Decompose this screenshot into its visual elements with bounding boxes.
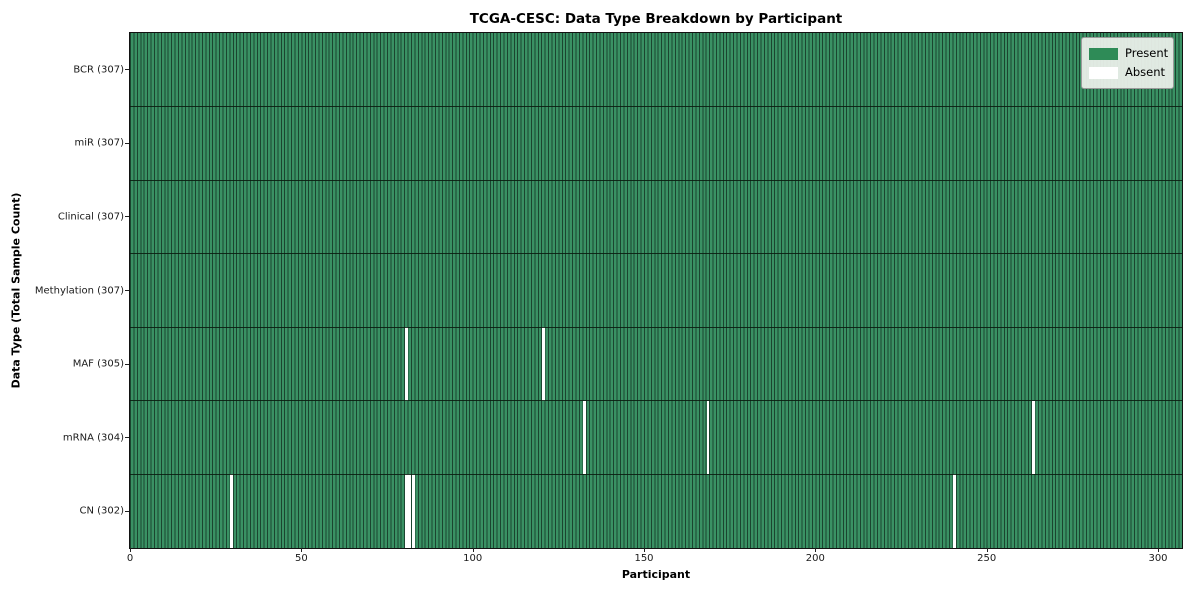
heatmap-row-BCR [130,33,1182,107]
x-tick-mark [301,548,303,552]
x-tick-mark [472,548,474,552]
x-tick-label: 300 [1148,553,1168,564]
x-tick-label: 200 [805,553,825,564]
chart-title: TCGA-CESC: Data Type Breakdown by Partic… [469,11,843,27]
legend-swatch-present [1089,47,1118,60]
x-tick-mark [986,548,988,552]
x-tick-mark [1158,548,1159,552]
y-tick-label: MAF (305) [72,358,124,370]
legend-swatch-absent [1089,66,1118,79]
y-tick-mark [125,363,129,365]
x-tick-label: 250 [977,553,997,564]
absent-cell [405,474,408,548]
x-tick-mark [644,548,645,552]
legend: Present Absent [1081,37,1174,89]
legend-label: Present [1125,45,1169,60]
absent-cell [405,327,408,401]
y-tick-label: mRNA (304) [62,432,124,444]
y-tick-mark [125,216,129,218]
x-tick-label: 0 [126,553,134,564]
heatmap-row-Clinical [130,180,1182,254]
absent-cell [542,327,545,401]
heatmap-row-MAF [130,327,1182,401]
absent-cell [953,474,957,548]
absent-cell [1032,400,1035,475]
y-tick-mark [125,290,129,291]
y-tick-label: miR (307) [74,137,124,149]
y-tick-mark [125,510,129,512]
y-tick-label: Methylation (307) [34,285,124,296]
heatmap-row-CN [130,474,1182,548]
heatmap-row-miR [130,106,1182,181]
absent-cell [411,474,415,548]
y-tick-label: Clinical (307) [57,211,124,223]
y-tick-label: CN (302) [79,505,124,517]
legend-label: Absent [1125,64,1166,79]
y-tick-label: BCR (307) [73,64,124,76]
legend-entry-present: Present [1089,44,1169,63]
heatmap-row-mRNA [130,400,1182,475]
x-axis-title: Participant [621,568,691,581]
heatmap-row-Methylation [130,253,1182,328]
absent-cell [583,400,587,475]
absent-cell [706,400,710,475]
y-tick-mark [125,142,129,144]
absent-cell [230,474,234,548]
y-tick-mark [125,69,129,71]
y-tick-mark [125,437,129,439]
x-tick-label: 150 [634,553,654,564]
x-tick-mark [130,548,131,552]
plot-area [129,32,1183,549]
x-tick-label: 50 [294,553,308,564]
legend-entry-absent: Absent [1089,63,1165,82]
x-tick-mark [815,548,817,552]
absent-cell [408,474,412,548]
x-tick-label: 100 [463,553,483,564]
